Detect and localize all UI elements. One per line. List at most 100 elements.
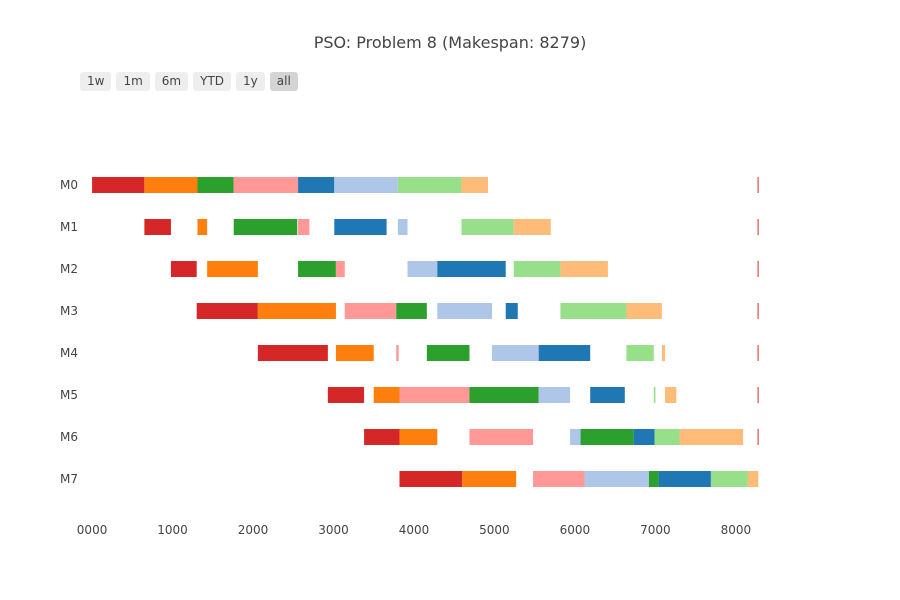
range-button-6m[interactable]: 6m [154,72,189,91]
task-bars [92,177,759,487]
task-bar-m6-62[interactable] [757,429,759,445]
task-bar-m3-28[interactable] [257,303,336,319]
y-tick-label-m3: M3 [60,304,78,318]
y-tick-label-m4: M4 [60,346,78,360]
task-bar-m2-19[interactable] [207,261,258,277]
task-bar-m0-5[interactable] [334,177,398,193]
task-bar-m1-17[interactable] [757,219,759,235]
task-bar-m2-21[interactable] [335,261,345,277]
task-bar-m0-3[interactable] [233,177,299,193]
task-bar-m3-30[interactable] [396,303,427,319]
task-bar-m5-50[interactable] [590,387,625,403]
task-bar-m0-8[interactable] [757,177,759,193]
task-bar-m4-37[interactable] [335,345,374,361]
task-bar-m4-36[interactable] [257,345,328,361]
task-bar-m3-33[interactable] [560,303,627,319]
x-axis-tick-labels: 0000 1000 2000 3000 4000 5000 6000 7000 8000 [77,523,751,537]
task-bar-m6-55[interactable] [399,429,438,445]
task-bar-m6-57[interactable] [570,429,581,445]
task-bar-m0-6[interactable] [397,177,462,193]
x-tick-label: 2000 [238,523,269,537]
y-tick-label-m6: M6 [60,430,78,444]
task-bar-m4-44[interactable] [757,345,759,361]
x-tick-label: 4000 [399,523,430,537]
task-bar-m2-26[interactable] [757,261,759,277]
x-tick-label: 7000 [640,523,671,537]
y-tick-label-m1: M1 [60,220,78,234]
task-bar-m3-32[interactable] [505,303,518,319]
task-bar-m5-47[interactable] [399,387,470,403]
task-bar-m2-22[interactable] [407,261,438,277]
task-bar-m3-27[interactable] [196,303,258,319]
task-bar-m4-39[interactable] [426,345,470,361]
task-bar-m6-59[interactable] [633,429,655,445]
task-bar-m4-38[interactable] [396,345,399,361]
chart-title: PSO: Problem 8 (Makespan: 8279) [313,33,587,52]
task-bar-m2-23[interactable] [437,261,506,277]
task-bar-m5-46[interactable] [373,387,400,403]
task-bar-m1-16[interactable] [513,219,551,235]
task-bar-m4-40[interactable] [492,345,539,361]
task-bar-m1-14[interactable] [397,219,408,235]
task-bar-m7-65[interactable] [533,471,585,487]
task-bar-m2-18[interactable] [170,261,197,277]
task-bar-m6-60[interactable] [654,429,680,445]
task-bar-m5-48[interactable] [469,387,539,403]
task-bar-m7-64[interactable] [462,471,517,487]
x-tick-label: 0000 [77,523,108,537]
task-bar-m0-0[interactable] [92,177,145,193]
task-bar-m7-67[interactable] [648,471,659,487]
task-bar-m6-61[interactable] [679,429,744,445]
range-selector: 1w 1m 6m YTD 1y all [80,72,298,91]
y-tick-label-m7: M7 [60,472,78,486]
x-tick-label: 1000 [157,523,188,537]
task-bar-m4-41[interactable] [538,345,591,361]
task-bar-m4-42[interactable] [626,345,654,361]
task-bar-m2-25[interactable] [560,261,608,277]
task-bar-m2-24[interactable] [513,261,561,277]
task-bar-m5-51[interactable] [653,387,656,403]
task-bar-m7-66[interactable] [584,471,649,487]
task-bar-m7-68[interactable] [658,471,711,487]
x-tick-label: 8000 [721,523,752,537]
x-tick-label: 3000 [318,523,349,537]
range-button-1m[interactable]: 1m [116,72,150,91]
range-button-all[interactable]: all [269,72,298,91]
task-bar-m5-53[interactable] [757,387,759,403]
task-bar-m3-29[interactable] [344,303,397,319]
y-tick-label-m5: M5 [60,388,78,402]
task-bar-m2-20[interactable] [298,261,336,277]
task-bar-m6-56[interactable] [469,429,534,445]
range-button-1w[interactable]: 1w [80,72,112,91]
task-bar-m3-34[interactable] [626,303,662,319]
task-bar-m3-35[interactable] [757,303,759,319]
y-axis-labels: M0 M1 M2 M3 M4 M5 M6 M7 [60,178,78,486]
task-bar-m5-49[interactable] [538,387,571,403]
task-bar-m3-31[interactable] [437,303,493,319]
task-bar-m1-12[interactable] [298,219,310,235]
task-bar-m0-1[interactable] [144,177,198,193]
task-bar-m7-63[interactable] [399,471,463,487]
x-tick-label: 6000 [560,523,591,537]
y-tick-label-m2: M2 [60,262,78,276]
range-button-ytd[interactable]: YTD [193,72,232,91]
task-bar-m1-11[interactable] [233,219,298,235]
task-bar-m6-54[interactable] [364,429,400,445]
task-bar-m6-58[interactable] [580,429,634,445]
task-bar-m0-7[interactable] [461,177,488,193]
task-bar-m5-45[interactable] [327,387,365,403]
range-button-1y[interactable]: 1y [236,72,265,91]
task-bar-m1-15[interactable] [461,219,514,235]
task-bar-m4-43[interactable] [661,345,666,361]
task-bar-m7-69[interactable] [710,471,748,487]
task-bar-m5-52[interactable] [665,387,677,403]
task-bar-m0-4[interactable] [298,177,335,193]
task-bar-m1-13[interactable] [334,219,387,235]
x-tick-label: 5000 [479,523,510,537]
y-tick-label-m0: M0 [60,178,78,192]
task-bar-m7-70[interactable] [747,471,759,487]
task-bar-m1-9[interactable] [144,219,171,235]
task-bar-m1-10[interactable] [197,219,208,235]
task-bar-m0-2[interactable] [197,177,234,193]
